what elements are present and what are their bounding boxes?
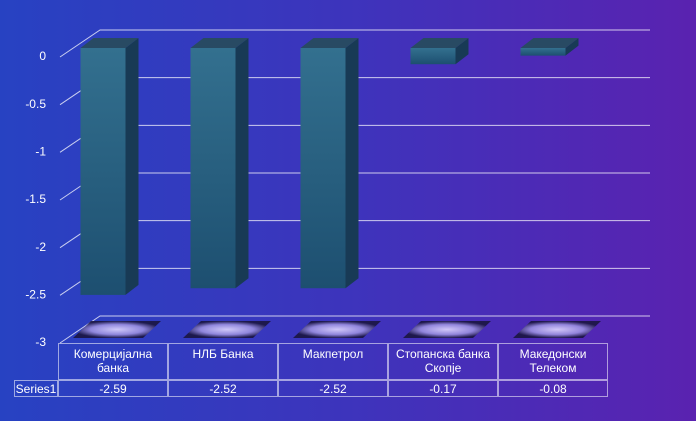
- bar-side: [455, 38, 469, 65]
- bar: [410, 48, 456, 65]
- bar-side: [565, 38, 579, 56]
- y-tick-label: 0: [39, 49, 46, 63]
- bar: [80, 48, 126, 295]
- category-label: НЛБ Банка: [168, 343, 278, 380]
- value-label: -2.59: [58, 380, 168, 397]
- value-label: -2.52: [168, 380, 278, 397]
- floor-shadow: [183, 321, 271, 338]
- category-label: Македонски Телеком: [498, 343, 608, 380]
- bar: [190, 48, 236, 289]
- y-tick-label: -1: [35, 145, 46, 159]
- floor-shadow: [293, 321, 381, 338]
- bar-top: [520, 38, 579, 48]
- series-label: Series1: [14, 380, 58, 397]
- value-label: -2.52: [278, 380, 388, 397]
- bar: [520, 48, 566, 56]
- bar-top: [300, 38, 359, 48]
- floor-shadow: [73, 321, 161, 338]
- y-tick-label: -2.5: [25, 288, 46, 302]
- bar-side: [345, 38, 359, 289]
- category-label: Комерцијална банка: [58, 343, 168, 380]
- bar: [300, 48, 346, 289]
- y-tick-label: -2: [35, 240, 46, 254]
- value-label: -0.08: [498, 380, 608, 397]
- y-tick-label: -1.5: [25, 192, 46, 206]
- y-tick-label: -3: [35, 335, 46, 349]
- bar-top: [190, 38, 249, 48]
- grid-line: [59, 315, 650, 344]
- category-label: Стопанска банка Скопје: [388, 343, 498, 380]
- grid-line: [59, 29, 650, 58]
- bar-side: [125, 38, 139, 295]
- category-label: Макпетрол: [278, 343, 388, 380]
- bar-side: [235, 38, 249, 289]
- floor-shadow: [513, 321, 601, 338]
- y-tick-label: -0.5: [25, 97, 46, 111]
- bar-top: [80, 38, 139, 48]
- floor-shadow: [403, 321, 491, 338]
- value-label: -0.17: [388, 380, 498, 397]
- bar-top: [410, 38, 469, 48]
